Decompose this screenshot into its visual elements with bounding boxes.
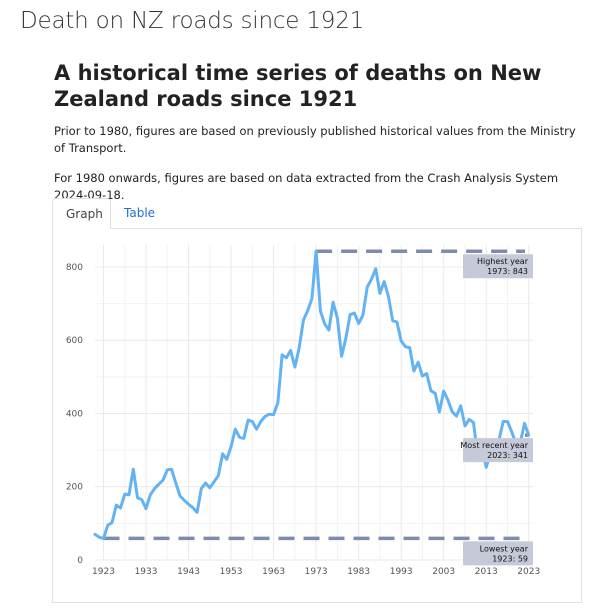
reference-label-title: Lowest year xyxy=(480,544,529,553)
tab-bar: Graph Table xyxy=(52,198,582,229)
y-tick-label: 0 xyxy=(77,556,83,566)
reference-label-title: Most recent year xyxy=(460,441,528,450)
card-heading: A historical time series of deaths on Ne… xyxy=(54,61,542,111)
x-tick-label: 2023 xyxy=(517,567,540,577)
y-tick-label: 400 xyxy=(66,409,83,419)
x-tick-label: 1943 xyxy=(177,567,200,577)
tab-graph[interactable]: Graph xyxy=(52,198,111,229)
x-tick-label: 1973 xyxy=(305,567,328,577)
page-title: Death on NZ roads since 1921 xyxy=(20,8,365,34)
tab-bar-divider xyxy=(52,228,582,229)
x-tick-label: 1923 xyxy=(92,567,115,577)
reference-label-box xyxy=(463,541,533,566)
reference-label-value: 1923: 59 xyxy=(492,554,528,563)
source-note-historical: Prior to 1980, figures are based on prev… xyxy=(54,124,576,155)
y-tick-label: 800 xyxy=(66,263,83,273)
x-tick-label: 2013 xyxy=(475,567,498,577)
reference-label-value: 2023: 341 xyxy=(487,451,528,460)
reference-label-box xyxy=(463,438,533,463)
tab-panel-graph xyxy=(52,228,582,603)
x-tick-label: 1993 xyxy=(390,567,413,577)
x-tick-label: 1963 xyxy=(262,567,285,577)
reference-label-box xyxy=(463,254,533,279)
reference-label-title: Highest year xyxy=(477,257,529,266)
x-tick-label: 2003 xyxy=(432,567,455,577)
x-tick-label: 1983 xyxy=(347,567,370,577)
series-line xyxy=(93,249,531,540)
x-tick-label: 1953 xyxy=(220,567,243,577)
y-tick-label: 600 xyxy=(66,336,83,346)
tab-table[interactable]: Table xyxy=(124,206,156,220)
reference-label-value: 1973: 843 xyxy=(487,267,528,276)
x-tick-label: 1933 xyxy=(135,567,158,577)
y-tick-label: 200 xyxy=(66,483,83,493)
